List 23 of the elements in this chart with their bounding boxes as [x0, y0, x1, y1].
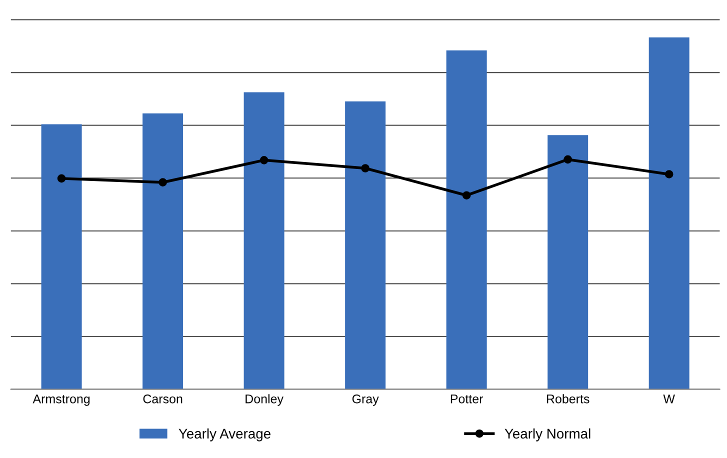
point [57, 174, 66, 183]
x-tick-label: Armstrong [32, 394, 90, 406]
x-tick-label: W [663, 394, 675, 404]
legend-label: Yearly Average [178, 428, 270, 442]
bar [548, 135, 588, 390]
point [564, 155, 572, 164]
bar [41, 124, 82, 390]
x-tick-label: Carson [143, 394, 182, 404]
point [361, 164, 370, 172]
bar [244, 92, 284, 390]
point [158, 178, 167, 186]
point [664, 170, 674, 178]
x-tick-label: Roberts [546, 394, 590, 404]
x-tick-label: Donley [246, 394, 284, 406]
bar [345, 101, 386, 390]
bar [446, 50, 487, 390]
legend-label: Yearly Normal [504, 428, 590, 442]
x-tick-label: Potter [450, 394, 484, 404]
bar [648, 37, 690, 390]
bar [142, 113, 184, 390]
x-tick-label: Gray [352, 394, 379, 406]
point [462, 191, 471, 200]
point [260, 156, 268, 164]
